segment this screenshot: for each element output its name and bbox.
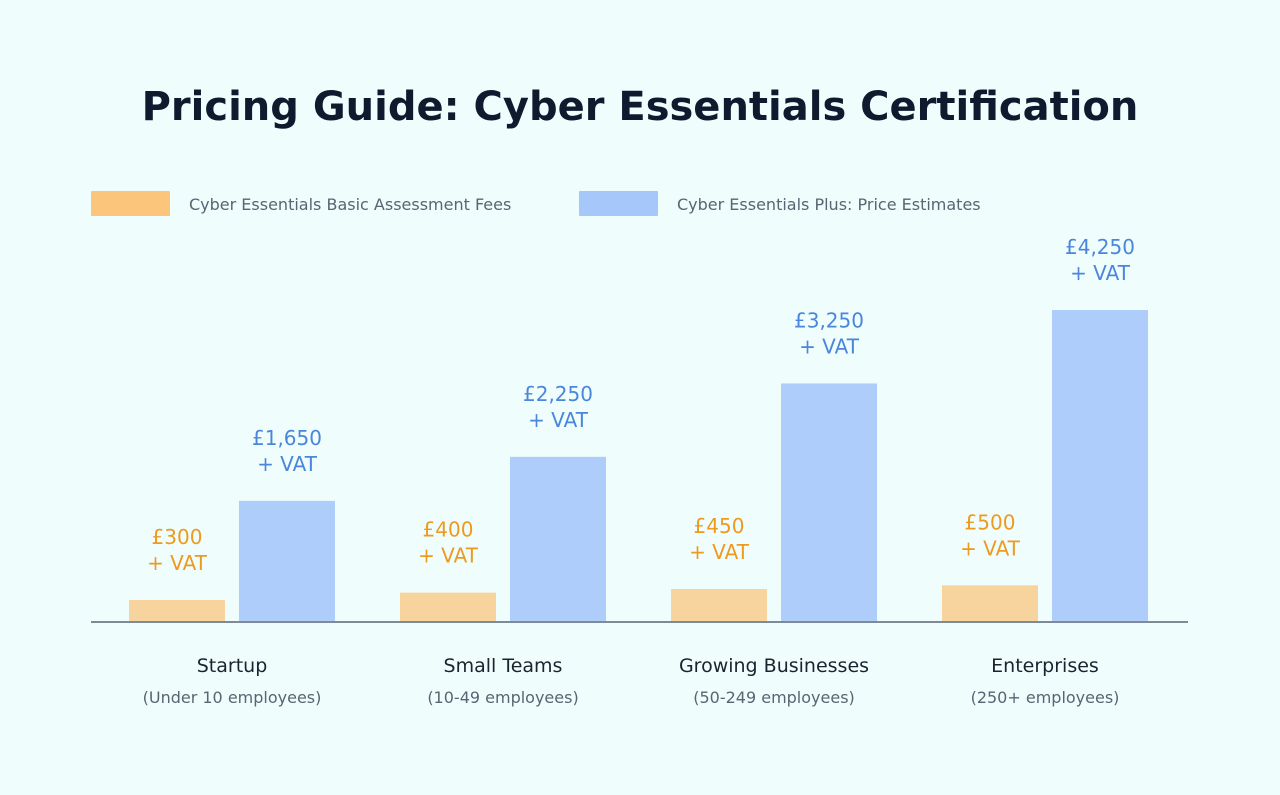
bar-plus-2: [781, 383, 877, 622]
category-subtitle-1: (10-49 employees): [427, 688, 578, 707]
value-label-basic-2: £450: [694, 514, 745, 538]
value-label-basic-0: £300: [152, 525, 203, 549]
chart-title: Pricing Guide: Cyber Essentials Certific…: [142, 84, 1139, 130]
value-label-basic-1: £400: [423, 518, 474, 542]
vat-label-basic-3: + VAT: [960, 536, 1021, 560]
legend-label-plus: Cyber Essentials Plus: Price Estimates: [677, 195, 981, 214]
category-subtitle-0: (Under 10 employees): [143, 688, 322, 707]
category-label-2: Growing Businesses: [679, 655, 869, 677]
bar-basic-2: [671, 588, 767, 622]
category-label-0: Startup: [197, 655, 268, 677]
vat-label-plus-3: + VAT: [1070, 261, 1131, 285]
bar-basic-0: [129, 599, 225, 622]
vat-label-basic-1: + VAT: [418, 544, 479, 568]
bar-plus-1: [510, 456, 606, 622]
category-label-1: Small Teams: [444, 655, 563, 677]
value-label-plus-0: £1,650: [252, 426, 322, 450]
bar-plus-0: [239, 500, 335, 622]
category-subtitle-3: (250+ employees): [971, 688, 1120, 707]
value-label-plus-3: £4,250: [1065, 235, 1135, 259]
value-label-plus-2: £3,250: [794, 308, 864, 332]
vat-label-plus-2: + VAT: [799, 334, 860, 358]
vat-label-basic-0: + VAT: [147, 551, 208, 575]
bar-plus-3: [1052, 310, 1148, 622]
legend-swatch-plus: [579, 191, 658, 216]
vat-label-basic-2: + VAT: [689, 540, 750, 564]
category-label-3: Enterprises: [991, 655, 1099, 677]
legend-label-basic: Cyber Essentials Basic Assessment Fees: [189, 195, 511, 214]
category-subtitle-2: (50-249 employees): [693, 688, 855, 707]
legend: Cyber Essentials Basic Assessment Fees C…: [91, 191, 981, 216]
vat-label-plus-0: + VAT: [257, 452, 318, 476]
bar-basic-1: [400, 592, 496, 622]
legend-swatch-basic: [91, 191, 170, 216]
value-label-basic-3: £500: [965, 510, 1016, 534]
vat-label-plus-1: + VAT: [528, 408, 589, 432]
bar-basic-3: [942, 585, 1038, 622]
value-label-plus-1: £2,250: [523, 382, 593, 406]
